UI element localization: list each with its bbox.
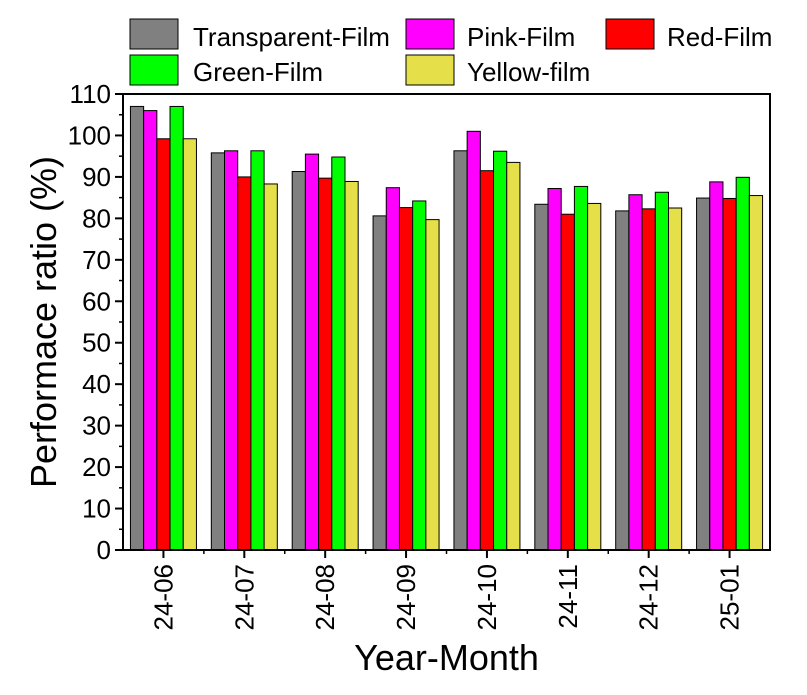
y-tick-label: 50 — [82, 328, 111, 358]
legend-swatch-yellow-film — [405, 54, 455, 86]
bar-pink-film-24-10 — [466, 130, 481, 551]
y-tick-label: 70 — [82, 245, 111, 275]
y-tick-label: 90 — [82, 162, 111, 192]
bar-pink-film-24-12 — [628, 194, 643, 551]
x-tick-label-25-01: 25-01 — [715, 564, 745, 631]
bar-transparent-film-24-10 — [453, 150, 468, 551]
bar-pink-film-24-08 — [304, 153, 320, 551]
bar-pink-film-24-09 — [385, 187, 400, 551]
legend-label-yellow-film: Yellow-film — [467, 57, 590, 87]
x-axis-title: Year-Month — [354, 637, 539, 678]
axes: 0 10 20 30 40 50 60 70 80 90 100 110 24-06 24-07 24-08… — [68, 79, 771, 631]
bar-pink-film-24-06 — [143, 110, 158, 551]
bar-yellow-film-24-11 — [587, 202, 602, 551]
y-tick-label: 40 — [82, 369, 111, 399]
legend-label-pink-film: Pink-Film — [467, 22, 575, 52]
bar-green-film-25-01 — [735, 176, 750, 551]
bar-yellow-film-24-07 — [263, 183, 278, 551]
x-tick-label-24-10: 24-10 — [472, 564, 502, 631]
bar-yellow-film-24-10 — [506, 161, 521, 551]
y-tick-label: 20 — [82, 452, 111, 482]
bar-red-film-24-07 — [237, 176, 252, 551]
bar-transparent-film-24-09 — [372, 215, 387, 551]
bar-green-film-24-07 — [250, 150, 265, 551]
bar-yellow-film-24-09 — [425, 219, 440, 551]
bar-transparent-film-24-07 — [210, 152, 226, 551]
y-tick-label: 30 — [82, 411, 111, 441]
legend-label-transparent-film: Transparent-Film — [193, 22, 390, 52]
bar-transparent-film-24-12 — [615, 210, 630, 551]
bar-pink-film-24-11 — [547, 188, 562, 551]
legend-swatch-transparent-film — [129, 18, 179, 50]
bar-pink-film-24-07 — [224, 150, 239, 551]
bars — [129, 105, 764, 551]
legend-swatch-pink-film — [405, 18, 455, 50]
bar-green-film-24-12 — [654, 191, 669, 551]
legend-label-green-film: Green-Film — [193, 57, 323, 87]
y-tick-label: 110 — [70, 79, 111, 109]
legend-label-red-film: Red-Film — [667, 22, 772, 52]
legend: Transparent-Film Pink-Film Red-Film Green-F… — [129, 18, 772, 87]
x-tick-label-24-07: 24-07 — [229, 564, 259, 631]
y-tick-label: 80 — [82, 203, 111, 233]
bar-transparent-film-24-08 — [291, 171, 306, 551]
bar-transparent-film-24-11 — [534, 203, 549, 551]
bar-pink-film-25-01 — [709, 181, 724, 551]
bar-red-film-24-08 — [318, 177, 333, 551]
bar-red-film-24-09 — [398, 207, 414, 551]
bar-transparent-film-25-01 — [696, 197, 711, 551]
bar-green-film-24-11 — [573, 185, 589, 551]
bar-red-film-24-11 — [560, 213, 575, 551]
y-tick-label: 100 — [68, 120, 111, 150]
bar-red-film-24-12 — [641, 208, 656, 551]
bar-yellow-film-25-01 — [748, 195, 764, 551]
y-tick-label: 0 — [97, 535, 111, 565]
legend-swatch-green-film — [129, 54, 179, 86]
bar-yellow-film-24-12 — [667, 207, 683, 551]
bar-transparent-film-24-06 — [129, 105, 145, 551]
y-tick-label: 10 — [82, 494, 111, 524]
y-axis-title: Performace ratio (%) — [23, 156, 64, 488]
x-tick-label-24-06: 24-06 — [148, 564, 178, 631]
x-tick-label-24-09: 24-09 — [391, 564, 421, 631]
bar-green-film-24-06 — [169, 105, 184, 551]
legend-swatch-red-film — [605, 18, 655, 50]
bar-green-film-24-09 — [412, 200, 427, 551]
bar-red-film-24-06 — [156, 138, 171, 551]
x-tick-label-24-11: 24-11 — [553, 564, 583, 629]
x-tick-label-24-12: 24-12 — [634, 564, 664, 631]
bar-red-film-24-10 — [479, 170, 495, 551]
bar-red-film-25-01 — [722, 197, 737, 551]
bar-yellow-film-24-06 — [182, 138, 197, 551]
bar-green-film-24-08 — [331, 156, 346, 551]
bar-green-film-24-10 — [493, 150, 508, 551]
x-tick-label-24-08: 24-08 — [310, 564, 340, 631]
bar-yellow-film-24-08 — [344, 180, 359, 551]
y-tick-label: 60 — [82, 286, 111, 316]
